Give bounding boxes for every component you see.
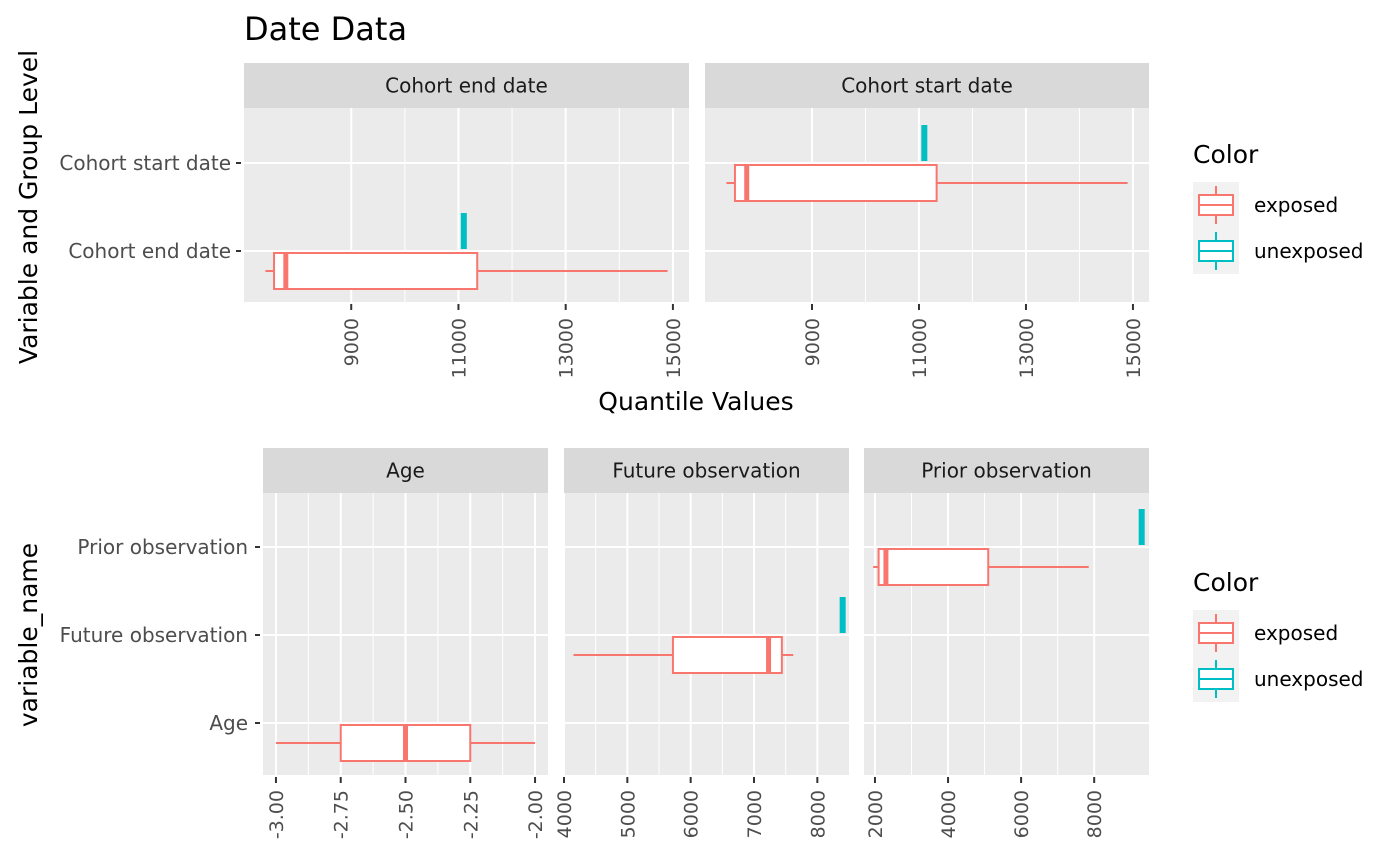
x-tick-label-future-observation-2: 6000 [681,790,703,838]
x-tick-label-age-2: -2.50 [396,790,418,839]
x-tick-label-future-observation-3: 7000 [744,790,766,838]
facet-strip-label-cohort-end-date: Cohort end date [385,74,548,98]
plot-title: Date Data [244,10,407,48]
x-tick-label-cohort-end-date-1: 11000 [448,318,470,378]
facet-strip-age [263,448,548,493]
x-tick-label-age-1: -2.75 [331,790,353,839]
x-tick-label-prior-observation-2: 6000 [1011,790,1033,838]
date-data-chart: Cohort end date Cohort start date Cohort e… [59,63,1149,378]
y-tick-label-age: Age [209,711,248,735]
x-tick-label-future-observation-1: 5000 [617,790,639,838]
legend-label-1-exposed: exposed [1254,621,1338,645]
legend-title-1: Color [1193,568,1259,597]
facet-strip-prior-observation [864,448,1149,493]
x-tick-label-prior-observation-0: 2000 [865,790,887,838]
box-cohort-end-date-exposed [273,252,479,290]
box-cohort-start-date-exposed [733,164,938,202]
box-prior-observation-exposed [877,548,990,586]
y-tick-label-future-observation: Future observation [60,623,248,647]
x-tick-label-cohort-start-date-0: 9000 [802,318,824,366]
facet-strip-cohort-end-date [244,63,689,108]
legend-key-1-unexposed [1193,656,1239,702]
y-tick-label-prior-observation: Prior observation [77,535,248,559]
x-tick-label-future-observation-0: 4000 [554,790,576,838]
legend-title-0: Color [1193,140,1259,169]
x-tick-label-cohort-start-date-2: 13000 [1016,318,1038,378]
facet-strip-cohort-start-date [705,63,1149,108]
facet-strip-label-cohort-start-date: Cohort start date [841,74,1013,98]
x-tick-label-cohort-end-date-0: 9000 [341,318,363,366]
legend-key-0-exposed [1193,182,1239,228]
x-tick-label-cohort-start-date-3: 15000 [1123,318,1145,378]
x-tick-label-prior-observation-3: 8000 [1084,790,1106,838]
x-tick-label-cohort-start-date-1: 11000 [909,318,931,378]
x-tick-label-future-observation-4: 8000 [807,790,829,838]
box-future-observation-exposed [671,636,783,674]
legend-key-0-unexposed [1193,228,1239,274]
observation-chart: Age Future observation Prior observation Ag… [60,448,1149,839]
legend-label-0-exposed: exposed [1254,193,1338,217]
x-tick-label-age-0: -3.00 [266,790,288,839]
facet-strip-future-observation [564,448,849,493]
bottom-legend: Color exposed unexposed [1193,568,1364,702]
legend-key-1-exposed [1193,610,1239,656]
bottom-y-axis-title: variable_name [14,543,43,727]
facet-strip-label-prior-observation: Prior observation [921,459,1092,483]
x-tick-label-cohort-end-date-3: 15000 [663,318,685,378]
x-tick-label-age-4: -2.00 [525,790,547,839]
y-tick-label-cohort-end-date: Cohort end date [68,239,231,263]
x-tick-label-prior-observation-1: 4000 [938,790,960,838]
legend-label-1-unexposed: unexposed [1254,667,1364,691]
y-tick-label-cohort-start-date: Cohort start date [59,151,231,175]
top-legend: Color exposed unexposed [1193,140,1364,274]
top-y-axis-title: Variable and Group Level [14,50,43,364]
top-x-axis-title: Quantile Values [598,387,793,416]
x-tick-label-cohort-end-date-2: 13000 [556,318,578,378]
legend-label-0-unexposed: unexposed [1254,239,1364,263]
x-tick-label-age-3: -2.25 [460,790,482,839]
facet-strip-label-future-observation: Future observation [612,459,800,483]
facet-strip-label-age: Age [386,459,425,483]
